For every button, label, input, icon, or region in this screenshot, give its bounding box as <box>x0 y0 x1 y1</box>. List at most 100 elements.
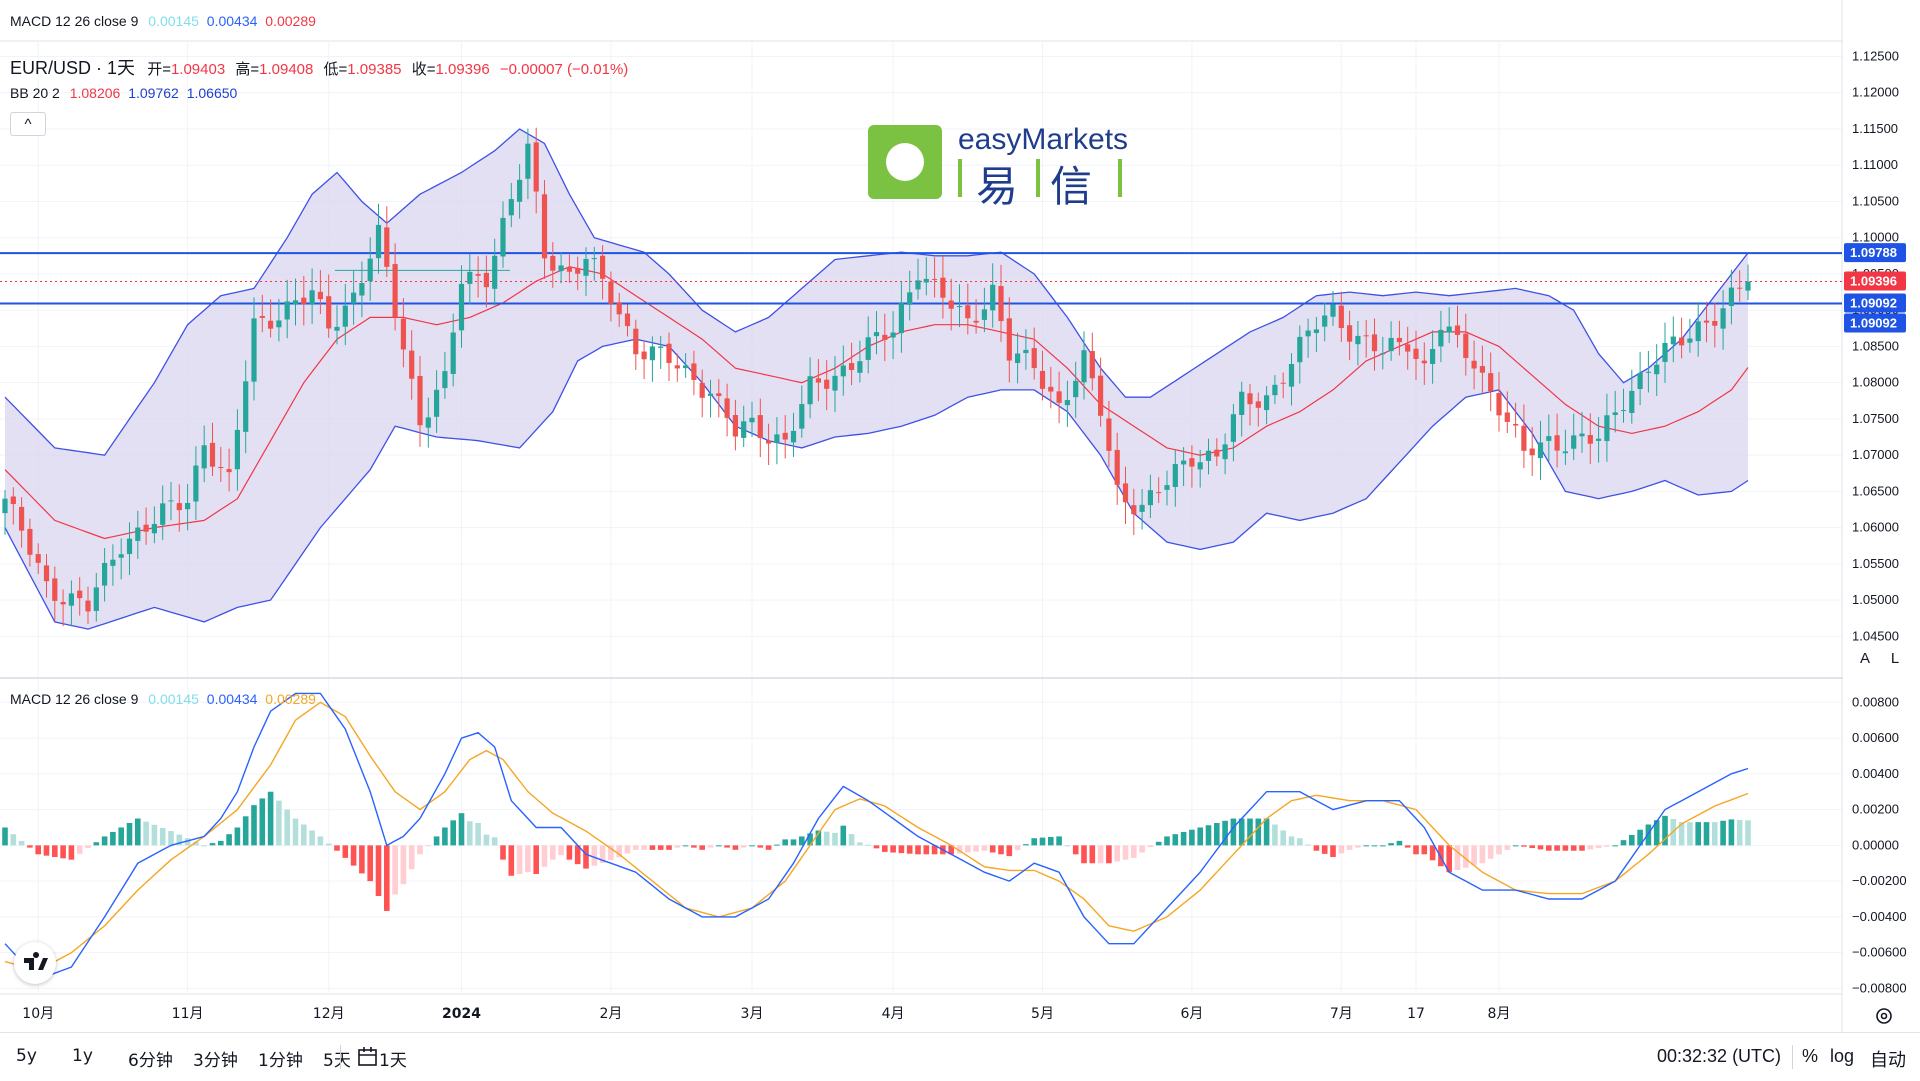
candle-body <box>990 284 996 311</box>
candle-body <box>351 292 357 304</box>
macd-histogram-bar <box>1703 822 1710 846</box>
macd-histogram-bar <box>724 845 730 848</box>
range-button-6分钟[interactable]: 6分钟 <box>128 1051 173 1071</box>
utc-clock[interactable]: 00:32:32 (UTC) <box>1657 1046 1782 1066</box>
candle-body <box>1355 335 1361 345</box>
macd-histogram-bar <box>1056 836 1062 846</box>
macd-histogram-bar <box>1197 827 1203 846</box>
candle <box>434 370 440 433</box>
chart-settings-button[interactable] <box>1872 1004 1896 1028</box>
price-badge <box>1844 293 1906 313</box>
macd-histogram-bar <box>516 845 523 874</box>
range-button-1天[interactable]: 1天 <box>379 1051 407 1071</box>
candle-body <box>201 445 207 469</box>
candle <box>1488 352 1494 412</box>
macd-histogram-bar <box>342 845 349 858</box>
open-value: 1.09403 <box>170 61 226 78</box>
macd-histogram-bar <box>1147 845 1154 848</box>
macd-histogram-bar <box>1479 845 1486 864</box>
candle <box>1396 320 1402 356</box>
date-range-button[interactable] <box>356 1045 380 1069</box>
price-badge <box>1844 243 1906 263</box>
collapse-legend-button[interactable]: ^ <box>10 112 46 136</box>
price-badge-label: 1.09092 <box>1850 296 1897 311</box>
macd-histogram-bar <box>956 845 963 854</box>
tradingview-logo[interactable] <box>14 942 56 984</box>
candle-body <box>259 316 265 318</box>
range-button-1分钟[interactable]: 1分钟 <box>258 1051 303 1071</box>
candle-body <box>1388 337 1394 352</box>
macd-histogram-bar <box>168 831 174 846</box>
candle <box>583 247 589 296</box>
macd-histogram-bar <box>965 845 971 853</box>
macd-histogram-bar <box>68 845 75 860</box>
candle <box>1181 447 1187 487</box>
candle <box>176 484 182 532</box>
log-scale-button[interactable]: L <box>1882 648 1908 670</box>
macd-histogram-bar <box>1463 845 1469 868</box>
macd-histogram-bar <box>18 840 25 846</box>
candle-body <box>243 381 249 432</box>
low-value: 1.09385 <box>347 61 402 78</box>
macd-histogram-bar <box>1305 844 1311 846</box>
macd-histogram-bar <box>898 845 905 854</box>
macd-histogram-bar <box>915 845 921 855</box>
macd-histogram-bar <box>1313 845 1320 851</box>
macd-histogram-bar <box>1421 845 1428 855</box>
range-button-3分钟[interactable]: 3分钟 <box>193 1051 238 1071</box>
macd-histogram-bar <box>1537 845 1544 850</box>
candle <box>658 335 664 369</box>
candle-body <box>1430 348 1436 364</box>
range-button-5y[interactable]: 5y <box>16 1046 37 1066</box>
macd-histogram-bar <box>541 845 548 867</box>
auto-toggle-button[interactable]: 自动 <box>1870 1050 1906 1070</box>
candle <box>674 353 680 382</box>
macd-histogram-bar <box>467 821 473 846</box>
candle <box>616 292 622 328</box>
candle <box>641 342 647 380</box>
candle <box>1629 369 1635 424</box>
macd-histogram-bar <box>276 800 282 846</box>
macd-histogram-bar <box>1529 845 1535 849</box>
candle <box>218 446 224 482</box>
log-toggle-button[interactable]: log <box>1830 1046 1855 1066</box>
range-button-1y[interactable]: 1y <box>72 1046 93 1066</box>
macd-histogram-bar <box>1546 845 1552 851</box>
symbol-title[interactable]: EUR/USD · 1天 <box>10 58 136 78</box>
candle-body <box>1479 366 1485 373</box>
candle <box>301 275 307 326</box>
candle <box>649 336 655 382</box>
percent-scale-button[interactable]: % <box>1802 1046 1819 1066</box>
candle <box>1288 353 1295 406</box>
macd-histogram-bar <box>782 839 788 846</box>
open-label: 开= <box>147 61 171 78</box>
candle-body <box>1679 337 1685 346</box>
macd-histogram-bar <box>1288 836 1295 846</box>
macd-histogram-bar <box>1072 845 1079 855</box>
macd-histogram-bar <box>1180 831 1187 846</box>
macd-histogram-bar <box>159 827 166 846</box>
candle-body <box>882 334 888 340</box>
macd-histogram-bar <box>1346 845 1353 850</box>
range-button-5天[interactable]: 5天 <box>323 1051 351 1071</box>
candle-body <box>458 283 465 331</box>
candle-body <box>1214 449 1220 457</box>
candle-body <box>19 506 25 531</box>
candle <box>1388 321 1394 361</box>
macd-histogram-bar <box>807 833 813 846</box>
candle-body <box>1413 348 1419 359</box>
macd-histogram-bar <box>989 845 996 853</box>
candle <box>1695 302 1701 357</box>
candle <box>998 264 1004 342</box>
candle-body <box>1172 464 1178 488</box>
price-badge <box>1844 271 1906 291</box>
candle-body <box>1496 392 1502 416</box>
auto-scale-button[interactable]: A <box>1852 648 1878 670</box>
macd-histogram-bar <box>1189 829 1195 846</box>
candle <box>1579 411 1585 453</box>
high-label: 高= <box>235 61 260 78</box>
candle <box>27 518 33 567</box>
candle-body <box>1122 483 1129 503</box>
candle <box>1620 388 1627 423</box>
candle-body <box>1637 372 1643 389</box>
